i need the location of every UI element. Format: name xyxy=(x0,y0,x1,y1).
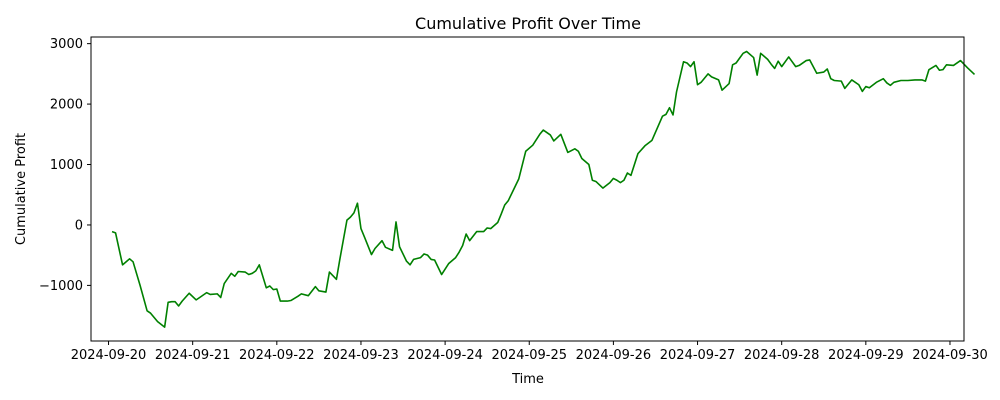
x-tick-label: 2024-09-27 xyxy=(660,348,736,363)
series-line xyxy=(111,50,976,328)
y-tick-label: 3000 xyxy=(50,37,83,52)
y-tick-label: −1000 xyxy=(39,279,83,294)
y-tick-label: 0 xyxy=(75,218,83,233)
x-tick-label: 2024-09-21 xyxy=(155,348,231,363)
x-tick-label: 2024-09-26 xyxy=(576,348,652,363)
x-tick-label: 2024-09-25 xyxy=(491,348,567,363)
x-tick-label: 2024-09-28 xyxy=(744,348,820,363)
plot-area xyxy=(111,50,976,328)
y-tick-label: 2000 xyxy=(50,98,83,113)
y-tick-label: 1000 xyxy=(50,158,83,173)
chart-title: Cumulative Profit Over Time xyxy=(415,14,641,33)
x-tick-label: 2024-09-20 xyxy=(71,348,147,363)
x-tick-label: 2024-09-29 xyxy=(828,348,904,363)
y-axis-title: Cumulative Profit xyxy=(14,133,29,245)
x-axis-title: Time xyxy=(511,372,544,387)
x-axis: 2024-09-20 2024-09-21 2024-09-22 2024-09-23… xyxy=(71,341,988,363)
y-axis: −1000 0 1000 2000 3000 xyxy=(39,37,91,294)
axes-frame xyxy=(90,36,965,342)
x-tick-label: 2024-09-24 xyxy=(407,348,483,363)
x-tick-label: 2024-09-23 xyxy=(323,348,399,363)
x-tick-label: 2024-09-22 xyxy=(239,348,315,363)
x-tick-label: 2024-09-30 xyxy=(912,348,988,363)
